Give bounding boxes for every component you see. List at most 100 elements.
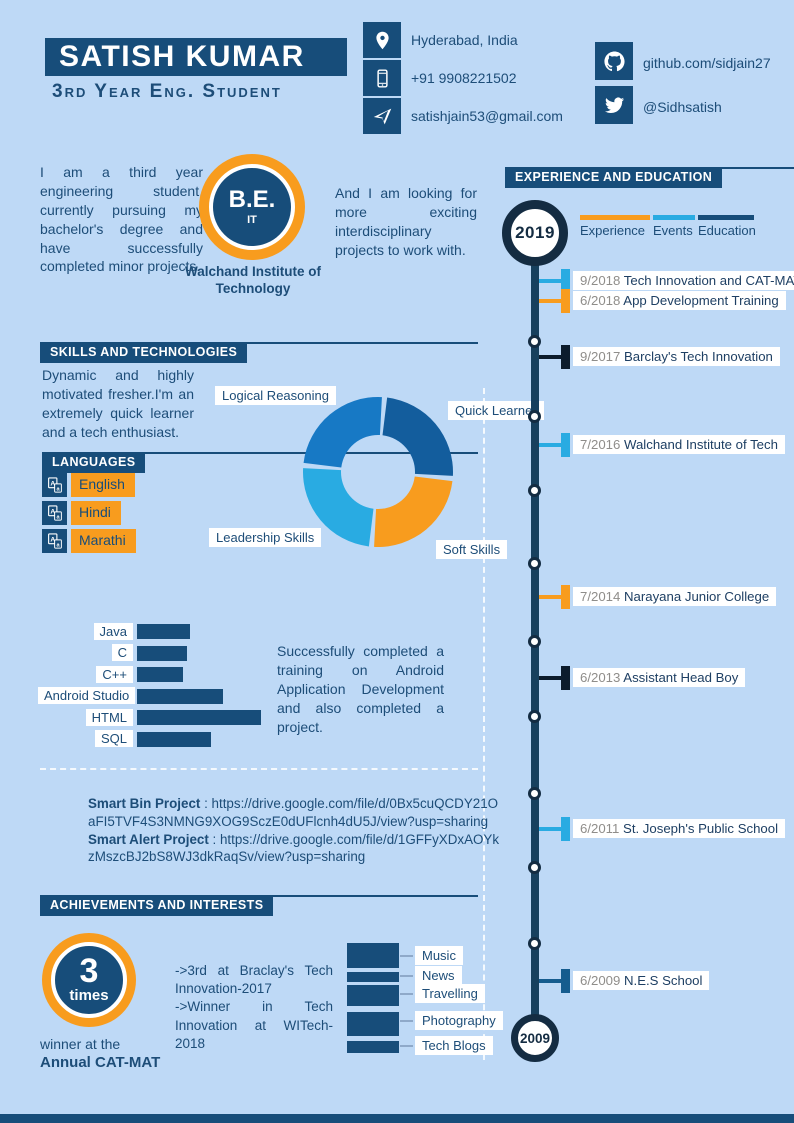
bar-row: HTML bbox=[38, 708, 478, 726]
timeline-date: 9/2017 bbox=[580, 349, 621, 364]
interest-connector bbox=[400, 993, 413, 995]
language-label: Hindi bbox=[71, 501, 121, 525]
bar-category-label: Java bbox=[93, 622, 133, 640]
donut-segment-logical-reasoning bbox=[303, 397, 382, 468]
timeline-connector bbox=[539, 979, 561, 983]
timeline-date: 7/2014 bbox=[580, 589, 621, 604]
about-text-right: And I am looking for more exciting inter… bbox=[335, 185, 477, 258]
achievement-caption-line1: winner at the bbox=[40, 1036, 121, 1052]
contact-row: Hyderabad, India bbox=[363, 22, 563, 58]
timeline-connector bbox=[539, 443, 561, 447]
donut-segment-leadership-skills bbox=[303, 468, 374, 547]
degree-label: B.E. bbox=[228, 186, 276, 213]
timeline-text: St. Joseph's Public School bbox=[619, 821, 779, 836]
timeline-date: 6/2011 bbox=[580, 821, 620, 836]
about-text-left: I am a third year engineering student, c… bbox=[40, 164, 203, 275]
legend-label: Education bbox=[698, 223, 756, 238]
bar-html bbox=[137, 710, 261, 725]
timeline-connector bbox=[539, 355, 561, 359]
footer-bar bbox=[0, 1114, 794, 1123]
timeline-text: App Development Training bbox=[620, 293, 779, 308]
timeline-marker bbox=[561, 269, 570, 293]
dashed-vertical-divider bbox=[483, 388, 485, 1060]
contact-value[interactable]: satishjain53@gmail.com bbox=[411, 108, 563, 124]
achievement-caption: winner at the Annual CAT-MAT bbox=[40, 1035, 160, 1073]
timeline-text: Barclay's Tech Innovation bbox=[620, 349, 773, 364]
bar-label-column: C bbox=[38, 644, 133, 662]
svg-text:A: A bbox=[50, 480, 55, 487]
interest-block-tech-blogs bbox=[347, 1041, 399, 1053]
bar-category-label: SQL bbox=[94, 730, 133, 747]
social-handle[interactable]: github.com/sidjain27 bbox=[643, 54, 771, 71]
contact-value: +91 9908221502 bbox=[411, 70, 517, 86]
interest-connector bbox=[400, 1045, 413, 1047]
bar-row: Android Studio bbox=[38, 687, 478, 704]
bar-label-column: Java bbox=[38, 622, 133, 641]
timeline-marker bbox=[561, 969, 570, 993]
bar-c- bbox=[137, 667, 183, 682]
interest-connector bbox=[400, 975, 413, 977]
timeline-node bbox=[528, 410, 541, 423]
section-rule bbox=[690, 167, 794, 169]
interest-connector bbox=[400, 955, 413, 957]
timeline-text: Narayana Junior College bbox=[620, 589, 770, 604]
twitter-icon bbox=[595, 86, 633, 124]
timeline-marker bbox=[561, 433, 570, 457]
donut-label-soft-skills: Soft Skills bbox=[436, 540, 508, 559]
degree-badge-inner: B.E. IT bbox=[209, 164, 295, 250]
paper-plane-icon bbox=[363, 98, 401, 134]
timeline-node bbox=[528, 635, 541, 648]
person-role: 3rd Year Eng. Student bbox=[52, 81, 282, 102]
dashed-horizontal-divider bbox=[40, 768, 478, 770]
bar-category-label: C++ bbox=[96, 665, 133, 683]
github-icon bbox=[595, 42, 633, 80]
timeline-date: 6/2009 bbox=[580, 973, 621, 988]
interest-label: Travelling bbox=[415, 984, 485, 1003]
timeline-marker bbox=[561, 345, 570, 369]
svg-text:A: A bbox=[50, 536, 55, 543]
project-link[interactable]: https://drive.google.com/file/d/0Bx5cuQC… bbox=[88, 796, 499, 829]
contact-row: +91 9908221502 bbox=[363, 60, 563, 96]
contact-value: Hyderabad, India bbox=[411, 32, 518, 48]
interest-label: Tech Blogs bbox=[415, 1036, 493, 1055]
timeline-date: 9/2018 bbox=[580, 273, 621, 288]
bar-row: Java bbox=[38, 622, 478, 641]
social-list: github.com/sidjain27 @Sidhsatish bbox=[595, 42, 771, 130]
legend-swatch-education bbox=[698, 215, 754, 220]
language-label: English bbox=[71, 473, 135, 497]
project-entry: Smart Alert Project : https://drive.goog… bbox=[88, 831, 502, 867]
donut-segment-quick-learner bbox=[382, 397, 453, 476]
person-name: SATISH KUMAR bbox=[59, 40, 305, 73]
bar-row: C bbox=[38, 644, 478, 662]
timeline-node bbox=[528, 861, 541, 874]
timeline-node bbox=[528, 787, 541, 800]
timeline-node bbox=[528, 710, 541, 723]
timeline-item: 9/2018 Tech Innovation and CAT-MAT bbox=[573, 271, 794, 290]
project-separator: : bbox=[208, 831, 220, 847]
timeline-item: 6/2011 St. Joseph's Public School bbox=[573, 819, 786, 838]
project-link[interactable]: https://drive.google.com/file/d/1GFFyXDx… bbox=[88, 831, 500, 865]
donut-segment-soft-skills bbox=[374, 476, 453, 547]
legend-label: Experience bbox=[580, 223, 646, 238]
timeline-connector bbox=[539, 827, 561, 831]
name-banner: SATISH KUMAR bbox=[45, 38, 347, 76]
donut-label-leadership-skills: Leadership Skills bbox=[209, 528, 322, 547]
languages-section-title: LANGUAGES bbox=[42, 452, 146, 473]
timeline-node bbox=[528, 335, 541, 348]
location-pin-icon bbox=[363, 22, 401, 58]
android-training-note: Successfully completed a training on And… bbox=[277, 643, 444, 735]
achievement-items: ->3rd at Braclay's Tech Innovation-2017-… bbox=[175, 962, 333, 1053]
timeline-item: 7/2016 Walchand Institute of Tech bbox=[573, 435, 785, 454]
achievement-caption-line2: Annual CAT-MAT bbox=[40, 1054, 161, 1072]
skills-donut-chart bbox=[303, 397, 453, 547]
interest-label: Photography bbox=[415, 1011, 503, 1030]
project-separator: : bbox=[200, 796, 212, 811]
timeline-end-year: 2009 bbox=[511, 1014, 559, 1062]
bar-row: SQL bbox=[38, 730, 478, 747]
social-handle[interactable]: @Sidhsatish bbox=[643, 98, 722, 115]
project-entry: Smart Bin Project : https://drive.google… bbox=[88, 795, 502, 831]
